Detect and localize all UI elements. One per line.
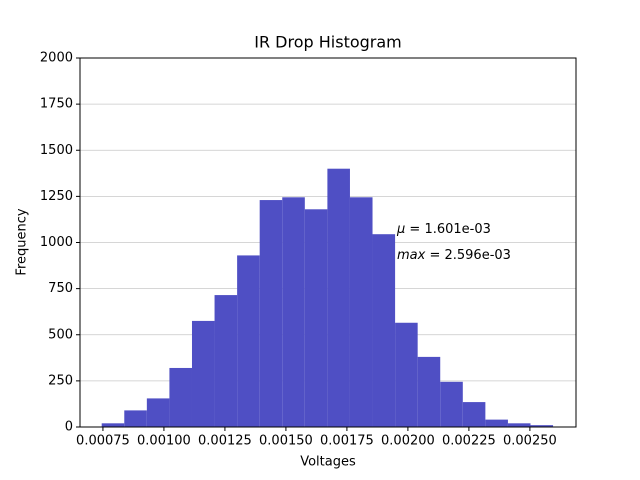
bar: [349, 197, 373, 427]
y-tick-label: 1500: [40, 143, 73, 158]
bar: [169, 367, 192, 427]
y-tick-label: 500: [48, 327, 73, 342]
chart-title: IR Drop Histogram: [254, 33, 402, 52]
bar: [530, 425, 554, 427]
bar: [124, 410, 147, 427]
annotation-text: = 2.596e-03: [425, 248, 511, 263]
y-axis-label: Frequency: [15, 208, 30, 275]
bar: [237, 255, 260, 427]
bar: [417, 356, 441, 427]
bar: [485, 419, 508, 427]
bar: [327, 168, 350, 427]
bar: [372, 234, 396, 427]
annotation-symbol: max: [397, 248, 426, 263]
y-tick-label: 1750: [40, 97, 73, 112]
x-tick-label: 0.00225: [442, 434, 496, 449]
bar: [191, 320, 215, 427]
bar: [304, 209, 328, 427]
annotation-symbol: μ: [396, 222, 405, 237]
x-tick-label: 0.00075: [76, 434, 130, 449]
x-tick-label: 0.00100: [137, 434, 191, 449]
x-tick-label: 0.00250: [503, 434, 557, 449]
y-tick-label: 250: [48, 373, 73, 388]
x-tick-label: 0.00150: [259, 434, 313, 449]
bar: [395, 322, 418, 427]
y-tick-label: 0: [65, 420, 73, 435]
bar: [146, 398, 170, 427]
bar: [440, 381, 463, 427]
plot-frame: [79, 57, 577, 428]
bar: [259, 200, 283, 427]
x-tick-label: 0.00175: [320, 434, 374, 449]
annotation: max = 2.596e-03: [397, 248, 511, 263]
bar: [507, 423, 531, 427]
y-tick-label: 750: [48, 281, 73, 296]
x-tick-label: 0.00125: [198, 434, 252, 449]
bar: [282, 197, 305, 427]
y-tick-label: 1250: [40, 189, 73, 204]
x-tick-label: 0.00200: [381, 434, 435, 449]
annotation: μ = 1.601e-03: [396, 222, 491, 237]
y-tick-label: 1000: [40, 235, 73, 250]
y-tick-label: 2000: [40, 51, 73, 66]
annotation-text: = 1.601e-03: [405, 222, 491, 237]
bar: [214, 295, 238, 427]
x-axis-label: Voltages: [300, 455, 356, 470]
bar: [101, 423, 125, 427]
bar: [462, 402, 486, 427]
